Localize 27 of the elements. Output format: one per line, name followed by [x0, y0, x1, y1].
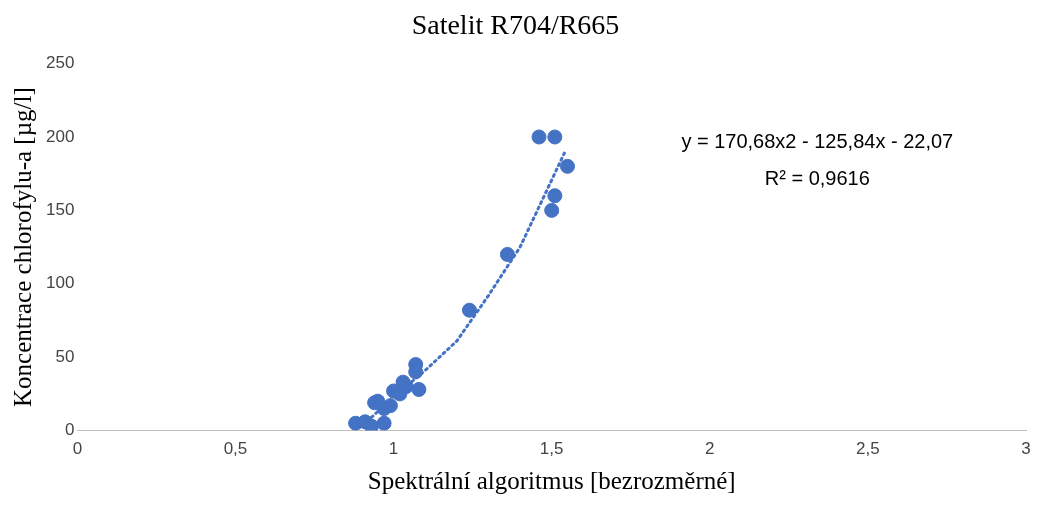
- chart-title: Satelit R704/R665: [411, 9, 620, 41]
- x-tick-label: 0,5: [223, 439, 248, 459]
- point: [559, 158, 575, 174]
- point: [461, 302, 477, 318]
- x-tick-label: 2,5: [856, 439, 880, 459]
- x-axis-title: Spektrální algoritmus [bezrozměrné]: [367, 466, 736, 494]
- x-tick-label: 3: [1021, 439, 1031, 459]
- x-tick-label: 2: [705, 439, 715, 459]
- point: [547, 188, 563, 204]
- y-tick-label: 50: [55, 346, 75, 366]
- x-tick-label: 1,5: [539, 439, 564, 459]
- point: [376, 415, 392, 431]
- y-tick-label: 250: [45, 53, 75, 73]
- point: [531, 129, 547, 145]
- y-axis-title: Koncentrace chlorofylu-a [µg/l]: [8, 87, 36, 408]
- x-tick-label: 1: [388, 439, 399, 459]
- annotation: y = 170,68x2 - 125,84x - 22,07: [681, 129, 954, 152]
- y-tick-label: 150: [45, 200, 75, 220]
- annotation: R² = 0,9616: [764, 166, 870, 189]
- y-tick-label: 100: [45, 273, 75, 293]
- point: [411, 382, 427, 397]
- point: [544, 202, 560, 218]
- point: [363, 418, 379, 431]
- point: [499, 246, 515, 262]
- y-tick-label: 200: [45, 126, 75, 146]
- point: [547, 129, 563, 145]
- y-tick-label: 0: [64, 420, 75, 440]
